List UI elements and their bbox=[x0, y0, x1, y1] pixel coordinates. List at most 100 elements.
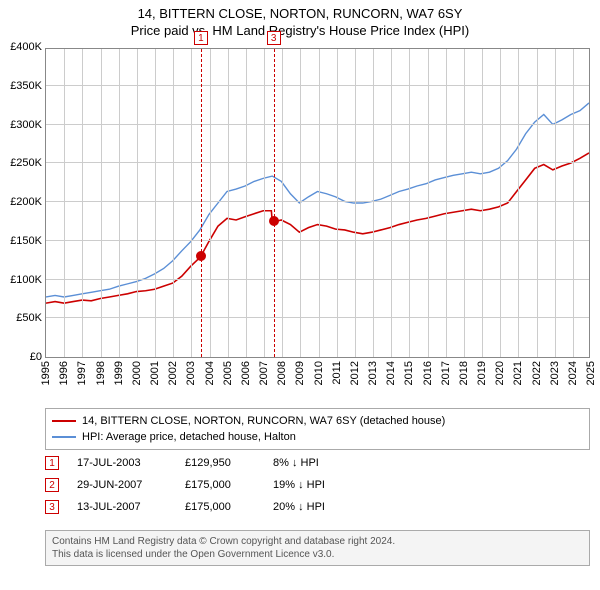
x-axis-label: 2009 bbox=[294, 361, 306, 385]
grid-h bbox=[46, 124, 589, 125]
grid-v bbox=[246, 49, 247, 357]
grid-h bbox=[46, 279, 589, 280]
marker-box: 1 bbox=[194, 31, 208, 45]
x-axis-label: 1995 bbox=[40, 361, 52, 385]
x-axis-label: 1999 bbox=[113, 361, 125, 385]
grid-v bbox=[155, 49, 156, 357]
grid-v bbox=[319, 49, 320, 357]
legend-swatch bbox=[52, 420, 76, 422]
chart-title-2: Price paid vs. HM Land Registry's House … bbox=[0, 23, 600, 38]
grid-v bbox=[391, 49, 392, 357]
attribution-box: Contains HM Land Registry data © Crown c… bbox=[45, 530, 590, 566]
x-axis-label: 2023 bbox=[549, 361, 561, 385]
grid-v bbox=[119, 49, 120, 357]
grid-v bbox=[464, 49, 465, 357]
sales-row: 313-JUL-2007£175,00020% ↓ HPI bbox=[45, 496, 325, 518]
grid-h bbox=[46, 201, 589, 202]
sales-marker-box: 1 bbox=[45, 456, 59, 470]
sale-dot bbox=[196, 251, 206, 261]
grid-v bbox=[428, 49, 429, 357]
x-axis-label: 2015 bbox=[403, 361, 415, 385]
x-axis-label: 2025 bbox=[585, 361, 597, 385]
sales-diff: 20% ↓ HPI bbox=[273, 501, 325, 513]
sales-row: 1 17-JUL-2003 £129,950 8% ↓ HPI bbox=[45, 452, 325, 474]
grid-v bbox=[82, 49, 83, 357]
sales-row: 2 29-JUN-2007 £175,000 19% ↓ HPI bbox=[45, 474, 325, 496]
grid-v bbox=[173, 49, 174, 357]
sales-date: 29-JUN-2007 bbox=[77, 479, 167, 491]
x-axis-label: 2016 bbox=[422, 361, 434, 385]
x-axis-label: 2021 bbox=[512, 361, 524, 385]
sales-diff: 19% ↓ HPI bbox=[273, 479, 325, 491]
x-axis-label: 2022 bbox=[531, 361, 543, 385]
x-axis-label: 2005 bbox=[222, 361, 234, 385]
grid-v bbox=[228, 49, 229, 357]
grid-v bbox=[500, 49, 501, 357]
sales-price: £175,000 bbox=[185, 479, 255, 491]
grid-h bbox=[46, 162, 589, 163]
grid-v bbox=[64, 49, 65, 357]
x-axis-label: 2017 bbox=[440, 361, 452, 385]
chart-title-1: 14, BITTERN CLOSE, NORTON, RUNCORN, WA7 … bbox=[0, 6, 600, 21]
series-line bbox=[46, 103, 589, 297]
x-axis-label: 1996 bbox=[58, 361, 70, 385]
x-axis-label: 2004 bbox=[204, 361, 216, 385]
grid-v bbox=[573, 49, 574, 357]
sales-table: 1 17-JUL-2003 £129,950 8% ↓ HPI 2 29-JUN-2007… bbox=[45, 452, 325, 518]
grid-v bbox=[137, 49, 138, 357]
x-axis-label: 2002 bbox=[167, 361, 179, 385]
x-axis-label: 2008 bbox=[276, 361, 288, 385]
legend-swatch bbox=[52, 436, 76, 438]
y-axis-label: £350K bbox=[10, 80, 42, 92]
marker-box: 3 bbox=[267, 31, 281, 45]
y-axis-label: £100K bbox=[10, 274, 42, 286]
grid-h bbox=[46, 240, 589, 241]
grid-v bbox=[518, 49, 519, 357]
grid-v bbox=[101, 49, 102, 357]
grid-v bbox=[446, 49, 447, 357]
x-axis-label: 1997 bbox=[76, 361, 88, 385]
x-axis-label: 2014 bbox=[385, 361, 397, 385]
y-axis-label: £300K bbox=[10, 119, 42, 131]
sales-marker-box: 2 bbox=[45, 478, 59, 492]
legend-row: 14, BITTERN CLOSE, NORTON, RUNCORN, WA7 … bbox=[52, 413, 583, 429]
legend-row: HPI: Average price, detached house, Halt… bbox=[52, 429, 583, 445]
sales-diff: 8% ↓ HPI bbox=[273, 457, 319, 469]
grid-v bbox=[355, 49, 356, 357]
chart-plot-area: £0£50K£100K£150K£200K£250K£300K£350K£400… bbox=[45, 48, 590, 358]
sales-date: 13-JUL-2007 bbox=[77, 501, 167, 513]
x-axis-label: 2007 bbox=[258, 361, 270, 385]
x-axis-label: 2003 bbox=[185, 361, 197, 385]
grid-v bbox=[264, 49, 265, 357]
x-axis-label: 2001 bbox=[149, 361, 161, 385]
legend: 14, BITTERN CLOSE, NORTON, RUNCORN, WA7 … bbox=[45, 408, 590, 450]
sales-date: 17-JUL-2003 bbox=[77, 457, 167, 469]
grid-v bbox=[191, 49, 192, 357]
grid-v bbox=[210, 49, 211, 357]
x-axis-label: 2010 bbox=[313, 361, 325, 385]
x-axis-label: 2020 bbox=[494, 361, 506, 385]
legend-label: 14, BITTERN CLOSE, NORTON, RUNCORN, WA7 … bbox=[82, 413, 445, 429]
grid-h bbox=[46, 85, 589, 86]
y-axis-label: £200K bbox=[10, 196, 42, 208]
sale-dot bbox=[269, 216, 279, 226]
y-axis-label: £150K bbox=[10, 235, 42, 247]
y-axis-label: £250K bbox=[10, 157, 42, 169]
x-axis-label: 2018 bbox=[458, 361, 470, 385]
grid-v bbox=[373, 49, 374, 357]
x-axis-label: 2000 bbox=[131, 361, 143, 385]
x-axis-label: 1998 bbox=[95, 361, 107, 385]
grid-v bbox=[282, 49, 283, 357]
marker-vline bbox=[274, 49, 275, 357]
grid-v bbox=[555, 49, 556, 357]
grid-v bbox=[409, 49, 410, 357]
x-axis-label: 2024 bbox=[567, 361, 579, 385]
chart-lines bbox=[46, 49, 589, 357]
sales-price: £175,000 bbox=[185, 501, 255, 513]
x-axis-label: 2013 bbox=[367, 361, 379, 385]
x-axis-label: 2019 bbox=[476, 361, 488, 385]
grid-v bbox=[537, 49, 538, 357]
y-axis-label: £400K bbox=[10, 41, 42, 53]
sales-price: £129,950 bbox=[185, 457, 255, 469]
series-line bbox=[46, 153, 589, 303]
